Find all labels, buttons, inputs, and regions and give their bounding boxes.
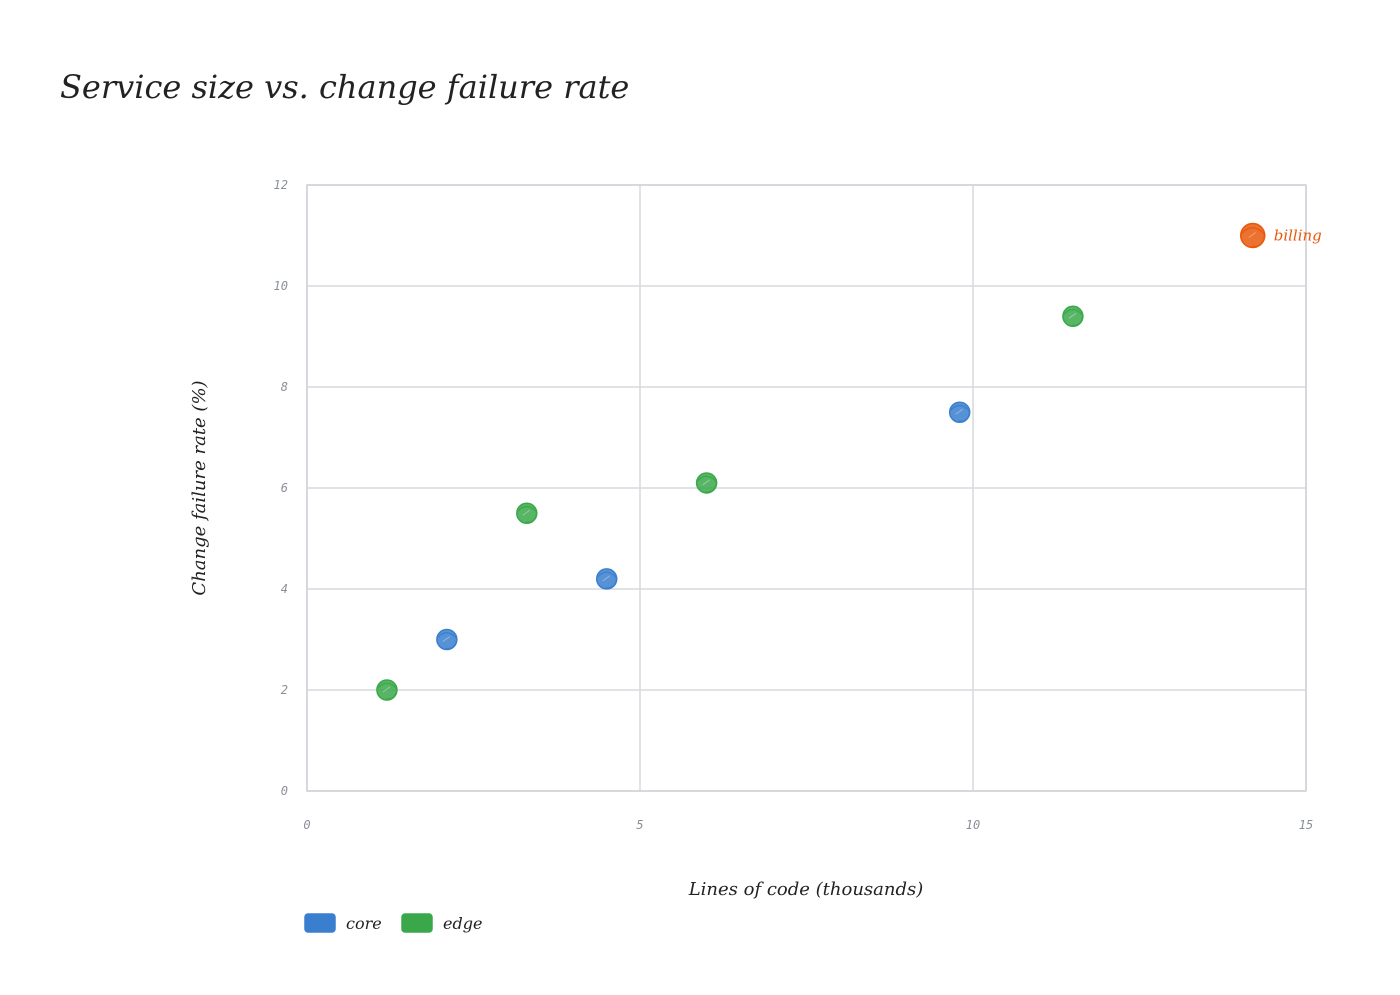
x-axis-label: Lines of code (thousands) [688,879,924,900]
data-point-highlight [1239,222,1266,249]
x-tick-label: 10 [966,818,980,832]
data-point-edge [376,679,398,701]
highlight-label: billing [1274,227,1322,245]
y-tick-label: 2 [281,683,288,697]
legend-swatch [304,913,336,933]
grid [306,184,1307,792]
y-tick-label: 4 [281,582,288,596]
y-tick-label: 12 [274,178,288,192]
y-tick-label: 6 [281,481,288,495]
y-tick-label: 10 [274,279,288,293]
data-point-edge [1062,305,1084,328]
data-point-edge [695,472,718,494]
plot-frame [306,184,1307,792]
data-point-core [948,401,971,423]
data-point-core [436,628,458,651]
legend: core edge [304,913,482,933]
legend-item-edge: edge [401,913,482,933]
y-tick-label: 8 [281,380,288,394]
data-points: billing [376,222,1322,701]
x-tick-label: 5 [636,818,643,832]
x-tick-label: 15 [1299,818,1313,832]
tick-labels: 0 2 4 6 8 10 12 0 5 10 15 [274,178,1314,832]
legend-label: core [346,914,382,933]
legend-label: edge [443,914,482,933]
y-tick-label: 0 [281,784,288,798]
x-tick-label: 0 [303,818,310,832]
y-axis-label: Change failure rate (%) [189,380,210,595]
chart-title: Service size vs. change failure rate [60,68,629,106]
legend-swatch [401,913,433,933]
legend-item-core: core [304,913,382,933]
data-point-core [595,568,618,590]
data-point-edge [516,502,538,524]
